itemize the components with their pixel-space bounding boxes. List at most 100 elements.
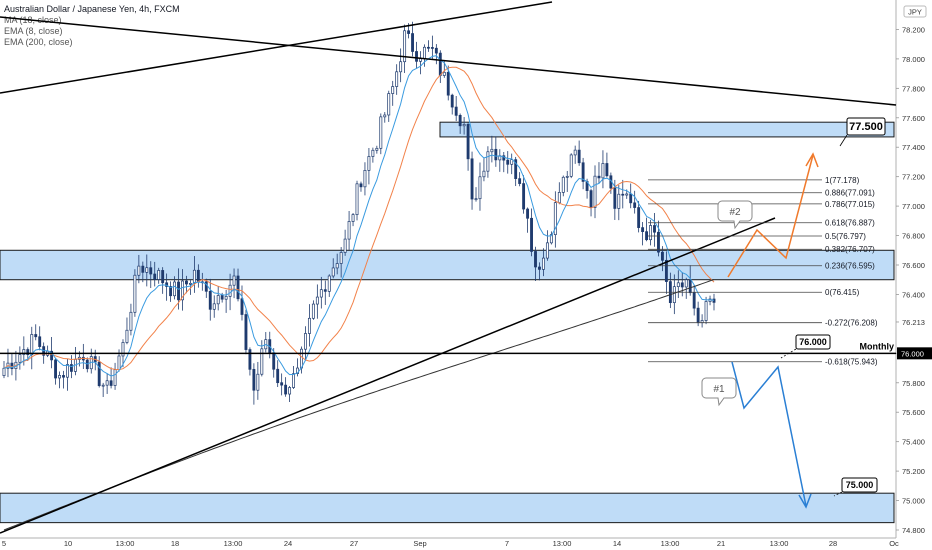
candle: [466, 122, 470, 171]
candle: [38, 326, 42, 351]
candle: [692, 285, 696, 316]
candle-body: [561, 176, 565, 193]
price-tick-label: 77.600: [902, 114, 925, 123]
candle-body: [212, 303, 216, 310]
candle-body: [69, 364, 73, 372]
candle-body: [185, 280, 188, 285]
candle-body: [351, 214, 355, 222]
candle-body: [450, 94, 454, 108]
time-axis[interactable]: 5 10 13:00 18 13:00 24 27 Sep 7 13:00 14 13:00 21 13:…: [2, 539, 899, 548]
candle: [224, 289, 228, 313]
candle-body: [339, 252, 343, 264]
candle: [157, 267, 161, 284]
candle-body: [490, 148, 494, 153]
ma18-line: [3, 66, 715, 371]
time-tick-label: 13:00: [661, 539, 680, 548]
candle: [478, 162, 482, 211]
candle-body: [335, 263, 339, 269]
candle: [192, 256, 196, 293]
candle-body: [319, 289, 323, 298]
candle-body: [304, 333, 307, 350]
candle: [395, 64, 399, 95]
candle: [581, 157, 585, 190]
candle: [545, 230, 549, 261]
candle: [438, 50, 442, 83]
candle-body: [220, 295, 224, 300]
candle: [629, 183, 633, 209]
candles-layer: [2, 21, 716, 405]
candle-body: [438, 52, 442, 76]
candle-body: [645, 231, 649, 241]
candle: [379, 113, 383, 155]
time-tick-label: 7: [505, 539, 509, 548]
candle-body: [696, 307, 700, 324]
candle: [343, 229, 347, 256]
price-axis[interactable]: 78.200 78.000 77.800 77.600 77.400 77.200 77.0…: [896, 5, 932, 535]
price-tick-label: 78.200: [902, 25, 925, 34]
resistance-zone-callout: 77.500: [839, 117, 886, 147]
candle: [514, 156, 518, 187]
candle-body: [399, 61, 403, 73]
candle: [101, 382, 105, 397]
candle-body: [248, 349, 252, 370]
candle: [387, 90, 391, 122]
price-tick-label: 76.600: [902, 261, 925, 270]
candle: [58, 371, 61, 389]
candle-body: [581, 162, 585, 182]
candle-body: [688, 279, 692, 294]
candle-body: [343, 238, 347, 253]
candle: [617, 185, 621, 221]
candle-body: [597, 175, 601, 179]
candle: [133, 269, 137, 317]
candle-body: [62, 375, 65, 378]
candle-body: [569, 154, 573, 177]
candle-body: [149, 267, 153, 275]
time-tick-label: 27: [350, 539, 358, 548]
candle-body: [514, 159, 518, 179]
candle-body: [593, 175, 597, 208]
candle-body: [181, 280, 184, 301]
target-zone: [0, 492, 895, 524]
candle: [534, 246, 537, 282]
balloon-1-text: #1: [713, 384, 725, 395]
candle-body: [538, 266, 541, 270]
candle-body: [252, 368, 256, 391]
candle-body: [236, 275, 240, 300]
candle-body: [434, 47, 438, 54]
candle-body: [133, 274, 137, 313]
bullish-projection-arrowhead: [805, 152, 819, 168]
time-tick-label: 18: [171, 539, 179, 548]
candle: [113, 362, 117, 390]
candle-body: [300, 348, 303, 369]
bullish-projection: [727, 154, 814, 278]
candle: [66, 358, 69, 391]
price-tick-label: 77.000: [902, 202, 925, 211]
candle: [486, 146, 490, 178]
candle: [597, 162, 601, 184]
candle: [89, 348, 93, 374]
candle-body: [415, 51, 418, 62]
candle-body: [315, 296, 319, 305]
candle: [244, 309, 248, 355]
candle-body: [462, 124, 466, 127]
target-zone-callout-pointer: [833, 491, 843, 497]
candle: [498, 149, 502, 172]
candle-body: [109, 380, 113, 386]
candle-body: [347, 221, 351, 240]
candle: [490, 135, 494, 163]
time-tick-label: 14: [613, 539, 621, 548]
candle: [601, 150, 605, 189]
candle-body: [58, 375, 61, 379]
candle-body: [649, 225, 652, 241]
candle-body: [224, 296, 228, 300]
trendline-ascending: [0, 217, 776, 534]
candle: [311, 300, 315, 320]
candle-body: [276, 368, 280, 384]
candle: [593, 165, 597, 219]
candle: [339, 247, 343, 278]
candle-body: [633, 202, 637, 208]
candle: [331, 258, 335, 279]
candle-body: [502, 155, 506, 161]
candle: [105, 373, 109, 394]
